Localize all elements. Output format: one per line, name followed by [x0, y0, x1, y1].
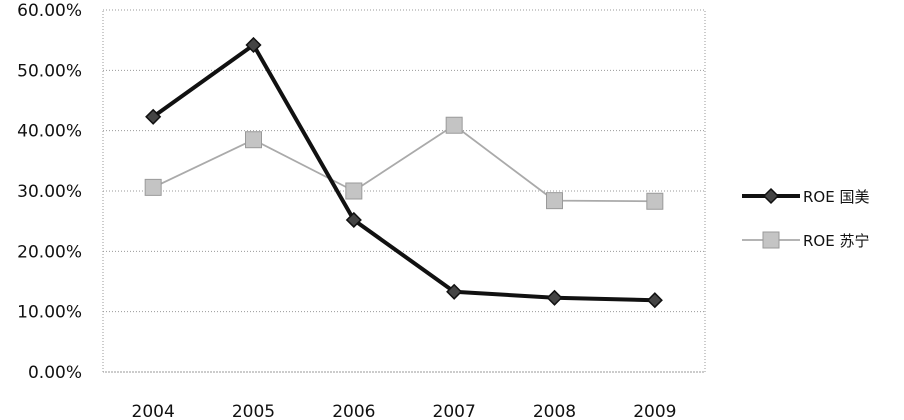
legend-label: ROE 国美	[803, 188, 869, 206]
data-point	[546, 289, 563, 306]
y-tick-label: 60.00%	[17, 1, 82, 21]
data-point	[144, 178, 162, 196]
data-point	[345, 211, 362, 229]
series-0	[145, 36, 663, 309]
data-point	[345, 182, 363, 200]
plot-border	[102, 9, 706, 373]
series-1	[144, 116, 664, 210]
y-tick-label: 20.00%	[17, 242, 82, 262]
x-tick-label: 2004	[132, 402, 175, 420]
data-point	[445, 116, 463, 134]
y-axis-ticks: 0.00% 10.00% 20.00% 30.00% 40.00% 50.00% 60.00…	[17, 1, 82, 383]
y-tick-label: 10.00%	[17, 303, 82, 323]
y-tick-label: 0.00%	[28, 363, 82, 383]
data-point	[646, 292, 663, 309]
data-point	[546, 192, 563, 210]
data-point	[646, 192, 664, 210]
y-tick-label: 50.00%	[17, 61, 82, 81]
series-layer	[144, 36, 664, 309]
data-point	[145, 108, 162, 125]
data-point	[446, 283, 463, 300]
legend-item: ROE 苏宁	[742, 231, 869, 250]
legend-label: ROE 苏宁	[803, 232, 869, 250]
legend: ROE 国美 ROE 苏宁	[742, 187, 869, 250]
series-line	[152, 124, 655, 203]
x-tick-label: 2009	[633, 402, 676, 420]
legend-marker	[762, 231, 780, 249]
y-tick-label: 30.00%	[17, 182, 82, 202]
data-point	[245, 36, 262, 54]
x-tick-label: 2005	[232, 402, 275, 420]
legend-marker	[762, 187, 780, 205]
x-tick-label: 2008	[533, 402, 576, 420]
gridlines	[102, 9, 706, 373]
data-point	[245, 131, 262, 149]
x-tick-label: 2006	[332, 402, 375, 420]
x-tick-label: 2007	[433, 402, 476, 420]
legend-item: ROE 国美	[742, 187, 869, 206]
series-line	[152, 42, 655, 303]
x-axis-ticks: 2004 2005 2006 2007 2008 2009	[132, 402, 677, 420]
y-tick-label: 40.00%	[17, 122, 82, 142]
